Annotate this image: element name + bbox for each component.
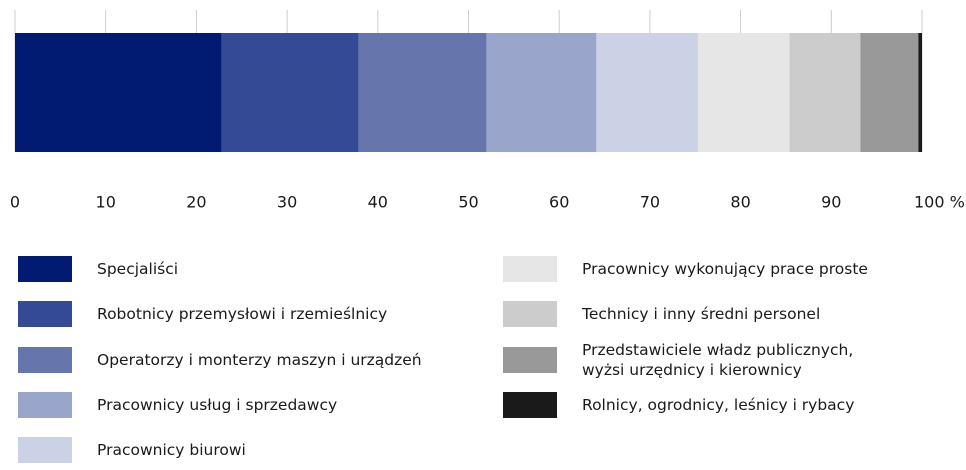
legend-item: Pracownicy wykonujący prace proste (503, 249, 868, 289)
legend-item: Przedstawiciele władz publicznych, wyżsi… (503, 340, 853, 380)
legend-label: Operatorzy i monterzy maszyn i urządzeń (97, 350, 422, 369)
chart: 0 10 20 30 40 50 60 70 80 90 100 % (10, 10, 965, 212)
x-tick-label: 60 (549, 193, 569, 212)
legend-swatch (18, 256, 72, 282)
legend-item: Robotnicy przemysłowi i rzemieślnicy (18, 294, 387, 334)
legend-label: Przedstawiciele władz publicznych, wyżsi… (582, 340, 854, 379)
legend-swatch (18, 391, 72, 418)
legend-label: Pracownicy usług i sprzedawcy (97, 395, 338, 414)
x-tick-label: 10 (96, 193, 116, 212)
legend-swatch (18, 301, 72, 328)
x-tick-label: 20 (186, 193, 206, 212)
x-tick-label: 50 (458, 193, 478, 212)
legend-item: Specjaliści (18, 249, 178, 289)
legend-item: Pracownicy usług i sprzedawcy (18, 385, 337, 425)
bar-segment (486, 33, 597, 152)
bar-segment (697, 33, 790, 152)
x-tick-label: 80 (730, 193, 750, 212)
legend-label: Specjaliści (97, 260, 179, 278)
bar-segment (15, 33, 222, 152)
bar-segment (918, 33, 922, 152)
legend-label: Pracownicy wykonujący prace proste (582, 260, 868, 278)
bar-segment (860, 33, 919, 152)
legend-swatch (503, 346, 557, 373)
legend-label: Robotnicy przemysłowi i rzemieślnicy (97, 305, 388, 324)
legend-item: Technicy i inny średni personel (503, 294, 820, 334)
x-tick-label: 0 (10, 193, 20, 212)
legend-item: Pracownicy biurowi (18, 430, 246, 470)
legend-label: Rolnicy, ogrodnicy, leśnicy i rybacy (582, 395, 855, 414)
legend-swatch (503, 391, 557, 418)
legend-swatch (18, 437, 72, 464)
x-tick-label: 30 (277, 193, 297, 212)
legend-label: Pracownicy biurowi (97, 441, 246, 460)
bar-segment (596, 33, 698, 152)
x-tick-label: 90 (821, 193, 841, 212)
legend-label: Technicy i inny średni personel (582, 305, 821, 324)
legend-item: Operatorzy i monterzy maszyn i urządzeń (18, 340, 422, 380)
bar-segment (358, 33, 487, 152)
bar-segment (221, 33, 359, 152)
x-tick-label: 40 (368, 193, 388, 212)
legend-swatch (503, 301, 557, 328)
legend-swatch (18, 346, 72, 373)
bar-segment (789, 33, 861, 152)
x-tick-label: 70 (640, 193, 660, 212)
legend-swatch (503, 256, 557, 282)
x-tick-label: 100 % (914, 193, 965, 212)
legend-item: Rolnicy, ogrodnicy, leśnicy i rybacy (503, 385, 854, 425)
